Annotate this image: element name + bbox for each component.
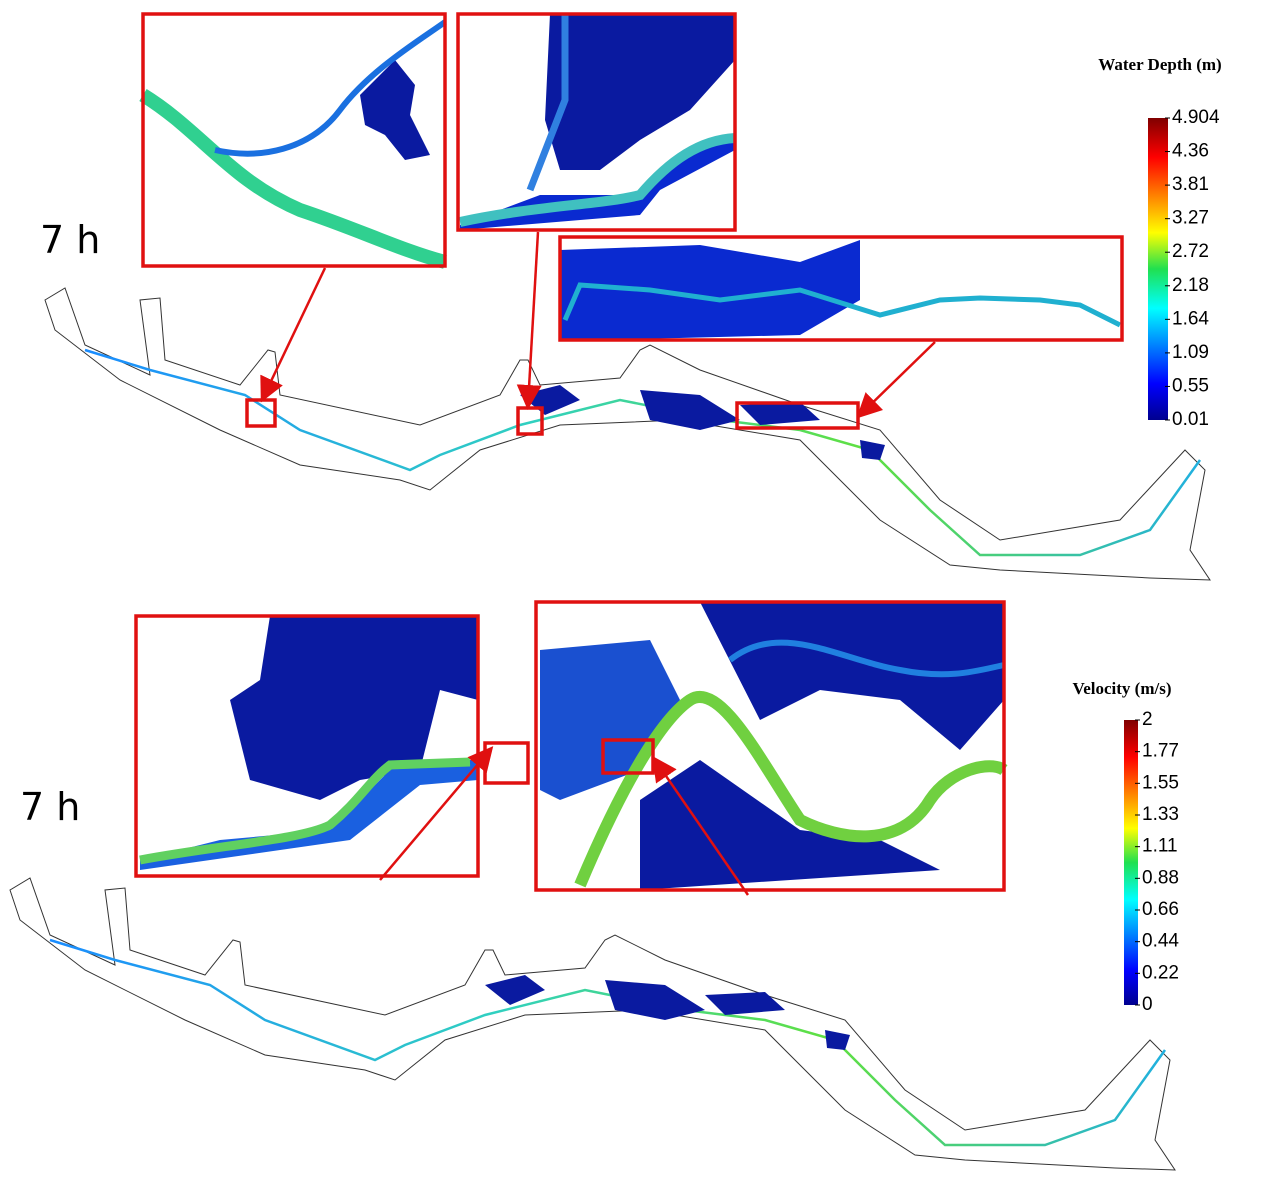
tick-label: 0.66 [1142, 899, 1179, 920]
time-label: 7 h [20, 785, 80, 829]
colorbar [1124, 720, 1138, 1005]
tick-label: 3.81 [1172, 174, 1209, 195]
zoom-box [485, 743, 528, 783]
tick-label: 2 [1142, 709, 1153, 730]
tick-label: 1.33 [1142, 804, 1179, 825]
tick-label: 1.77 [1142, 741, 1179, 762]
tick-label: 0.55 [1172, 375, 1209, 396]
inset [560, 237, 1122, 340]
legend-title: Velocity (m/s) [1073, 679, 1172, 698]
basin-map [10, 878, 1175, 1170]
tick-label: 1.64 [1172, 308, 1209, 329]
tick-label: 0.44 [1142, 931, 1179, 952]
tick-label: 0.88 [1142, 867, 1179, 888]
tick-label: 1.09 [1172, 342, 1209, 363]
tick-label: 2.72 [1172, 241, 1209, 262]
inset [136, 616, 478, 876]
time-label: 7 h [40, 218, 100, 262]
colorbar-ticks: 4.904 4.36 3.81 3.27 2.72 2.18 1.64 1.09 0.55 0.0… [1135, 107, 1220, 1015]
arrow [528, 232, 538, 405]
tick-label: 0.22 [1142, 962, 1179, 983]
tick-label: 3.27 [1172, 208, 1209, 229]
inset [458, 14, 735, 230]
inset [143, 14, 445, 266]
tick-label: 1.55 [1142, 772, 1179, 793]
tick-label: 2.18 [1172, 275, 1209, 296]
figure: 7 h 7 h Water Depth (m) Velocity (m/s) 4… [0, 0, 1264, 1190]
tick-label: 4.904 [1172, 107, 1220, 128]
tick-label: 0.01 [1172, 409, 1209, 430]
tick-label: 0 [1142, 994, 1153, 1015]
tick-label: 1.11 [1142, 836, 1178, 857]
legend-title: Water Depth (m) [1098, 55, 1221, 74]
tick-label: 4.36 [1172, 141, 1209, 162]
arrow [860, 342, 935, 415]
colorbar [1148, 118, 1168, 420]
arrow [263, 268, 325, 398]
inset [536, 602, 1004, 890]
